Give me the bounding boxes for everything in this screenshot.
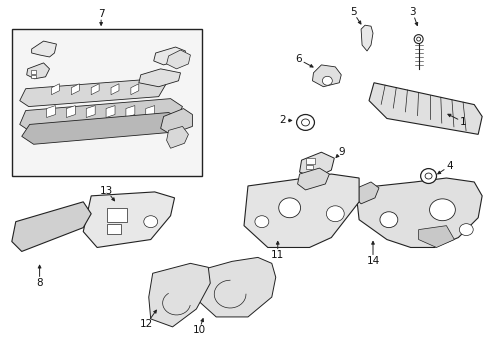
Ellipse shape (379, 212, 397, 228)
Text: 6: 6 (295, 54, 301, 64)
Ellipse shape (254, 216, 268, 228)
Bar (31, 70, 36, 74)
Polygon shape (354, 182, 378, 204)
Ellipse shape (416, 37, 420, 41)
Polygon shape (190, 257, 275, 317)
Polygon shape (312, 65, 341, 87)
Text: 4: 4 (445, 161, 452, 171)
Polygon shape (27, 63, 49, 79)
Ellipse shape (420, 168, 436, 184)
Ellipse shape (143, 216, 157, 228)
Ellipse shape (424, 173, 431, 179)
Polygon shape (51, 84, 60, 95)
Polygon shape (161, 109, 192, 134)
Text: 14: 14 (366, 256, 379, 266)
Bar (305, 158, 315, 164)
Polygon shape (20, 79, 165, 107)
Ellipse shape (458, 224, 472, 235)
Polygon shape (139, 69, 180, 87)
Polygon shape (111, 84, 119, 95)
Text: 11: 11 (270, 250, 284, 260)
Ellipse shape (296, 114, 314, 130)
Text: 1: 1 (459, 117, 466, 127)
Polygon shape (297, 168, 328, 190)
Polygon shape (131, 84, 139, 95)
Ellipse shape (278, 198, 300, 218)
Bar (31, 75, 36, 78)
Ellipse shape (301, 119, 309, 126)
Text: 10: 10 (192, 325, 205, 335)
Polygon shape (368, 83, 481, 134)
Polygon shape (21, 113, 180, 144)
Polygon shape (148, 264, 210, 327)
Text: 9: 9 (338, 147, 345, 157)
Bar (305, 165, 313, 169)
Bar (107, 208, 127, 222)
Polygon shape (106, 105, 115, 117)
Polygon shape (418, 226, 453, 247)
Polygon shape (360, 25, 372, 51)
Polygon shape (12, 202, 91, 251)
Text: 2: 2 (278, 116, 285, 126)
Polygon shape (83, 192, 174, 247)
Text: 7: 7 (98, 9, 104, 19)
Polygon shape (66, 105, 75, 117)
Ellipse shape (325, 206, 344, 222)
Ellipse shape (428, 199, 454, 221)
Polygon shape (166, 126, 188, 148)
Ellipse shape (413, 35, 422, 44)
Text: 3: 3 (408, 7, 415, 17)
Text: 13: 13 (100, 186, 113, 196)
Text: 5: 5 (349, 8, 356, 17)
Polygon shape (244, 174, 358, 247)
Polygon shape (126, 105, 135, 117)
Polygon shape (46, 105, 55, 117)
Polygon shape (71, 84, 79, 95)
Bar (12, 29, 202, 176)
Polygon shape (20, 99, 182, 132)
Polygon shape (32, 41, 56, 57)
Polygon shape (166, 50, 190, 69)
Polygon shape (299, 152, 334, 178)
Polygon shape (145, 105, 154, 117)
Text: 8: 8 (36, 278, 43, 288)
Polygon shape (91, 84, 99, 95)
Ellipse shape (322, 76, 332, 85)
Text: 12: 12 (140, 319, 153, 329)
Polygon shape (153, 47, 185, 65)
Polygon shape (86, 105, 95, 117)
Polygon shape (356, 178, 481, 247)
Bar (107, 224, 121, 234)
